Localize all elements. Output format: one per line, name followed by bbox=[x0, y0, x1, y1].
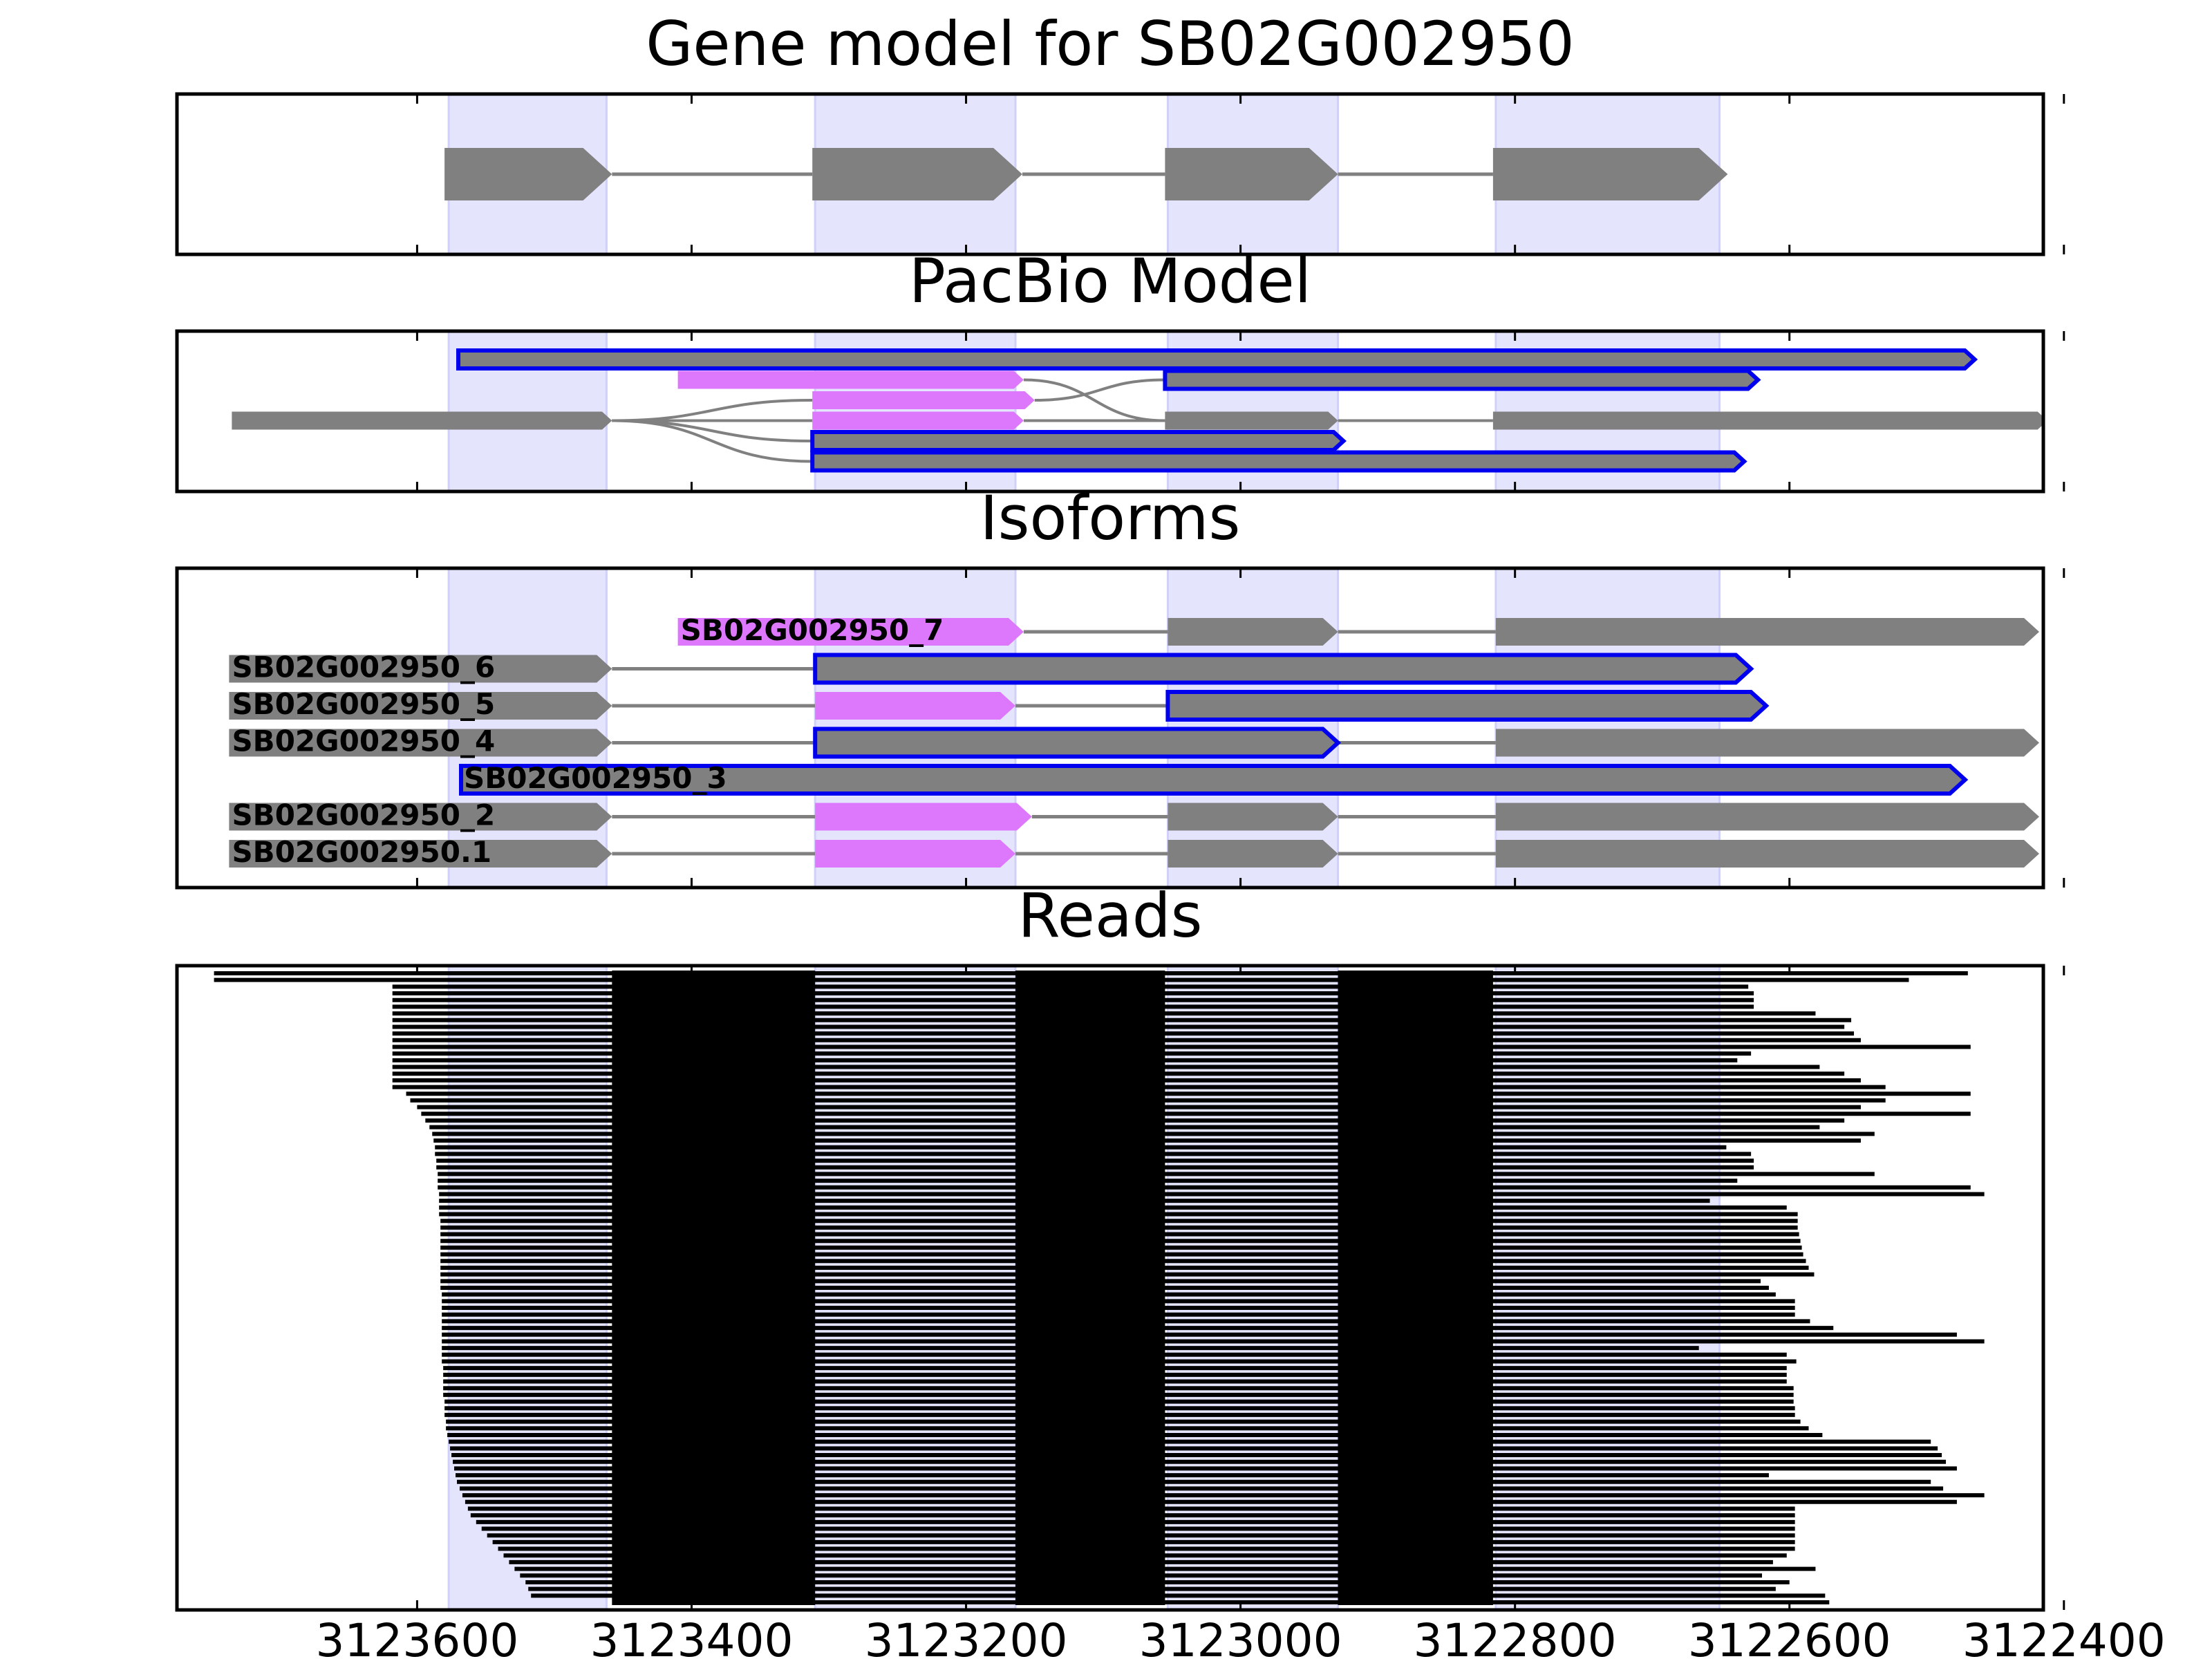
isoform-label: SB02G002950_6 bbox=[232, 650, 495, 684]
x-axis-tick-labels: 3123600 3123400 3123200 3123000 3122800 31226… bbox=[315, 1614, 2165, 1659]
exon bbox=[1492, 148, 1728, 200]
isoform-label: SB02G002950_4 bbox=[232, 724, 495, 758]
exon-highlight-band bbox=[1494, 568, 1721, 888]
isoform-track: SB02G002950_7SB02G002950_6SB02G002950_5S… bbox=[229, 613, 2039, 869]
splice-junction bbox=[1023, 378, 1165, 422]
panel-title: PacBio Model bbox=[909, 245, 1311, 317]
read-exon-pileup bbox=[1015, 971, 1165, 1605]
exon bbox=[810, 430, 1347, 452]
exon-highlight-band bbox=[447, 568, 608, 888]
x-tick-label: 3122400 bbox=[1962, 1614, 2166, 1659]
exon bbox=[810, 450, 1747, 473]
panel-frame bbox=[175, 964, 2045, 1612]
exon bbox=[815, 840, 1015, 868]
isoform-label: SB02G002950_3 bbox=[464, 761, 727, 795]
splice-junction bbox=[612, 419, 813, 442]
exon bbox=[1168, 803, 1338, 831]
exon bbox=[1168, 618, 1338, 646]
exon bbox=[812, 148, 1022, 200]
panel-frame bbox=[175, 566, 2045, 890]
panel-frame bbox=[175, 329, 2045, 494]
exon bbox=[1495, 618, 2039, 646]
exon bbox=[1165, 690, 1770, 722]
x-tick-label: 3123400 bbox=[590, 1614, 794, 1659]
exon bbox=[229, 840, 612, 868]
x-tick-label: 3122800 bbox=[1414, 1614, 1617, 1659]
exon bbox=[1495, 729, 2039, 757]
isoform-label: SB02G002950_5 bbox=[232, 687, 495, 721]
splice-junction bbox=[612, 419, 813, 463]
exon bbox=[229, 655, 612, 683]
exon bbox=[232, 411, 612, 430]
exon bbox=[677, 618, 1024, 646]
x-tick-label: 3123200 bbox=[865, 1614, 1068, 1659]
exon bbox=[677, 371, 1024, 389]
pacbio-model-track bbox=[232, 348, 2043, 473]
exon bbox=[1492, 411, 2043, 430]
exon bbox=[812, 391, 1035, 409]
isoform-label: SB02G002950_2 bbox=[232, 798, 495, 832]
exon bbox=[229, 692, 612, 720]
splice-junction bbox=[1034, 378, 1165, 402]
x-tick-label: 3123600 bbox=[315, 1614, 518, 1659]
isoform-label: SB02G002950_7 bbox=[681, 613, 944, 647]
exon bbox=[1168, 840, 1338, 868]
read-exon-pileup bbox=[612, 971, 816, 1605]
splice-junction bbox=[612, 399, 813, 422]
read-exon-pileup bbox=[1338, 971, 1493, 1605]
exon bbox=[812, 411, 1024, 430]
exon bbox=[444, 148, 612, 200]
exon bbox=[1165, 148, 1338, 200]
exon bbox=[815, 803, 1032, 831]
panel-frame bbox=[175, 92, 2045, 256]
x-tick-label: 3123000 bbox=[1139, 1614, 1342, 1659]
exon bbox=[813, 727, 1342, 759]
exon bbox=[229, 803, 612, 831]
panel-title: Reads bbox=[1018, 880, 1203, 951]
exon bbox=[1495, 840, 2039, 868]
reads-track bbox=[214, 971, 1985, 1605]
exon bbox=[456, 348, 1978, 371]
exon bbox=[815, 692, 1015, 720]
panel-title: Gene model for SB02G002950 bbox=[646, 8, 1575, 79]
exon bbox=[1165, 411, 1338, 430]
exon bbox=[1163, 368, 1761, 391]
exon bbox=[813, 653, 1754, 685]
x-tick-label: 3122600 bbox=[1688, 1614, 1891, 1659]
panel-title: Isoforms bbox=[980, 482, 1241, 554]
exon bbox=[459, 764, 1969, 796]
gene-model-track bbox=[444, 148, 1728, 200]
exon bbox=[229, 729, 612, 757]
isoform-label: SB02G002950.1 bbox=[232, 835, 491, 869]
exon bbox=[1495, 803, 2039, 831]
